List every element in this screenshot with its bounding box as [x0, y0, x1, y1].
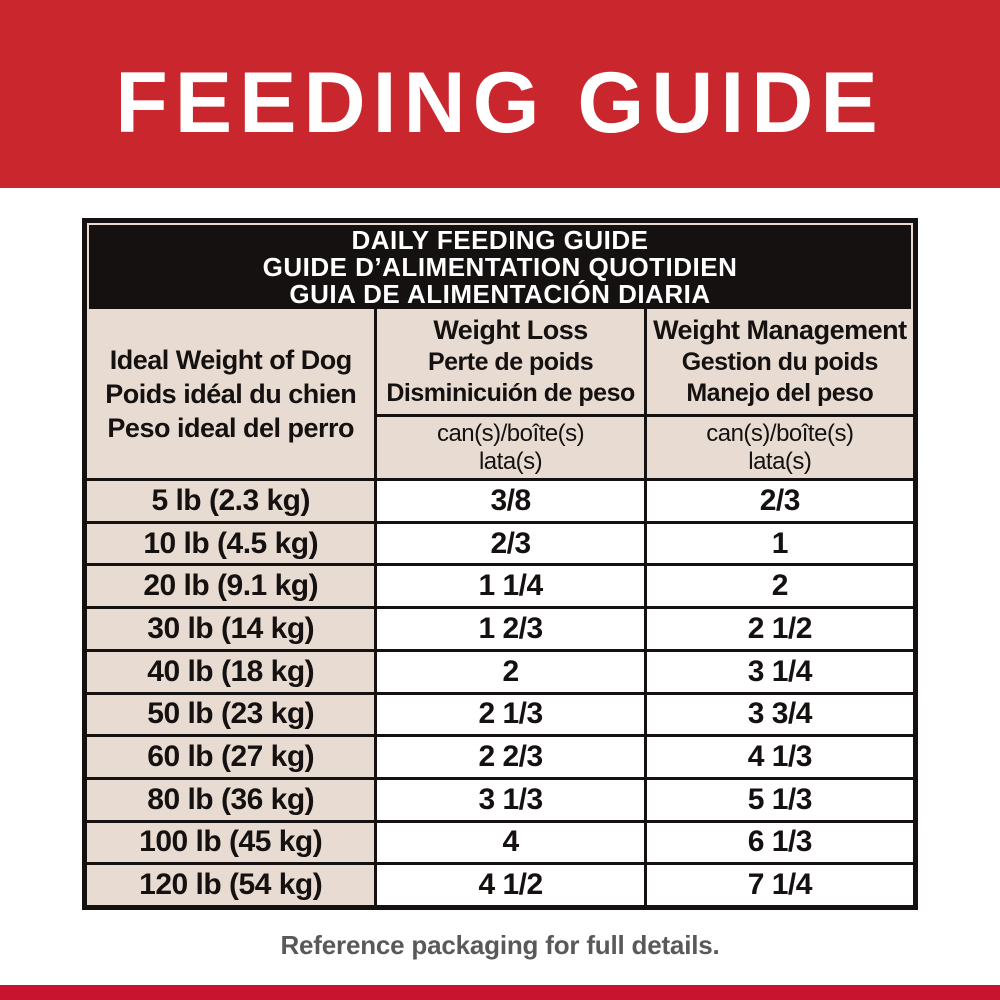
table-title-fr: GUIDE D’ALIMENTATION QUOTIDIEN: [262, 251, 738, 282]
weight-mgmt-cell: 3 1/4: [643, 651, 913, 692]
weight-cell: 80 lb (36 kg): [87, 779, 375, 820]
column-header-weight-loss: Weight Loss Perte de poids Disminicuión …: [374, 309, 643, 414]
weight-mgmt-label-en: Weight Management: [653, 315, 907, 345]
ideal-weight-label-en: Ideal Weight of Dog: [109, 344, 353, 375]
ideal-weight-label-es: Peso ideal del perro: [107, 412, 355, 443]
feeding-guide-banner: FEEDING GUIDE: [0, 0, 1000, 188]
weight-mgmt-cell: 2/3: [643, 481, 913, 521]
weight-loss-cell: 2: [374, 651, 644, 692]
ideal-weight-label-fr: Poids idéal du chien: [105, 378, 357, 409]
weight-cell: 100 lb (45 kg): [87, 822, 375, 863]
weight-loss-cell: 3 1/3: [374, 779, 644, 820]
weight-mgmt-label-es: Manejo del peso: [686, 379, 874, 407]
weight-mgmt-label-fr: Gestion du poids: [681, 348, 879, 376]
weight-cell: 10 lb (4.5 kg): [87, 523, 375, 564]
bottom-red-strip: [0, 985, 1000, 1000]
table-row: 10 lb (4.5 kg) 2/3 1: [87, 520, 913, 564]
unit-cell-weight-loss: can(s)/boîte(s) lata(s): [374, 414, 644, 478]
weight-loss-cell: 2 2/3: [374, 737, 644, 777]
weight-mgmt-cell: 4 1/3: [643, 737, 913, 777]
weight-cell: 5 lb (2.3 kg): [87, 481, 375, 521]
weight-cell: 60 lb (27 kg): [87, 737, 375, 777]
table-row: 30 lb (14 kg) 1 2/3 2 1/2: [87, 606, 913, 649]
table-row: 100 lb (45 kg) 4 6 1/3: [87, 819, 913, 863]
weight-mgmt-cell: 5 1/3: [643, 779, 913, 820]
weight-loss-label-es: Disminicuión de peso: [386, 379, 635, 407]
unit-latas-label: lata(s): [478, 447, 543, 475]
reference-note: Reference packaging for full details.: [280, 930, 720, 960]
banner-title: FEEDING GUIDE: [115, 54, 885, 151]
weight-mgmt-cell: 7 1/4: [643, 865, 913, 906]
unit-cans-label: can(s)/boîte(s): [706, 419, 854, 447]
weight-loss-label-fr: Perte de poids: [427, 348, 594, 376]
weight-loss-cell: 4 1/2: [374, 865, 644, 906]
table-title-en: DAILY FEEDING GUIDE: [351, 224, 649, 255]
unit-latas-label: lata(s): [748, 447, 812, 475]
weight-loss-cell: 4: [374, 822, 644, 863]
table-title-block: DAILY FEEDING GUIDE GUIDE D’ALIMENTATION…: [89, 225, 911, 309]
weight-cell: 50 lb (23 kg): [87, 694, 375, 735]
table-row: 5 lb (2.3 kg) 3/8 2/3: [87, 478, 913, 521]
table-row: 50 lb (23 kg) 2 1/3 3 3/4: [87, 691, 913, 735]
column-header-ideal-weight: Ideal Weight of Dog Poids idéal du chien…: [87, 309, 374, 478]
table-row: 40 lb (18 kg) 2 3 1/4: [87, 648, 913, 692]
weight-loss-cell: 1 1/4: [374, 566, 644, 607]
table-row: 80 lb (36 kg) 3 1/3 5 1/3: [87, 776, 913, 820]
column-header-weight-management: Weight Management Gestion du poids Manej…: [643, 309, 913, 414]
weight-cell: 40 lb (18 kg): [87, 651, 375, 692]
table-title-es: GUIA DE ALIMENTACIÓN DIARIA: [289, 278, 711, 309]
table-row: 60 lb (27 kg) 2 2/3 4 1/3: [87, 734, 913, 777]
weight-mgmt-cell: 3 3/4: [643, 694, 913, 735]
table-row: 20 lb (9.1 kg) 1 1/4 2: [87, 563, 913, 607]
weight-cell: 30 lb (14 kg): [87, 609, 375, 649]
table-header-section: Ideal Weight of Dog Poids idéal du chien…: [87, 309, 913, 478]
table-row: 120 lb (54 kg) 4 1/2 7 1/4: [87, 862, 913, 906]
unit-cell-weight-management: can(s)/boîte(s) lata(s): [643, 414, 913, 478]
table-body: 5 lb (2.3 kg) 3/8 2/3 10 lb (4.5 kg) 2/3…: [87, 478, 913, 906]
weight-loss-cell: 2 1/3: [374, 694, 644, 735]
unit-cans-label: can(s)/boîte(s): [436, 419, 585, 447]
weight-mgmt-cell: 6 1/3: [643, 822, 913, 863]
weight-loss-cell: 2/3: [374, 523, 644, 564]
weight-mgmt-cell: 1: [643, 523, 913, 564]
weight-loss-cell: 3/8: [374, 481, 644, 521]
daily-feeding-guide-table: DAILY FEEDING GUIDE GUIDE D’ALIMENTATION…: [82, 218, 918, 910]
weight-mgmt-cell: 2 1/2: [643, 609, 913, 649]
weight-loss-cell: 1 2/3: [374, 609, 644, 649]
weight-cell: 120 lb (54 kg): [87, 865, 375, 906]
weight-loss-label-en: Weight Loss: [433, 315, 588, 345]
weight-cell: 20 lb (9.1 kg): [87, 566, 375, 607]
weight-mgmt-cell: 2: [643, 566, 913, 607]
